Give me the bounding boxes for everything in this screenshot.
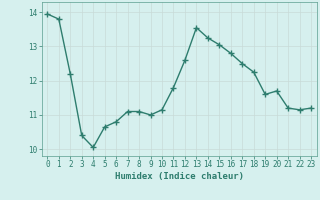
X-axis label: Humidex (Indice chaleur): Humidex (Indice chaleur) — [115, 172, 244, 181]
